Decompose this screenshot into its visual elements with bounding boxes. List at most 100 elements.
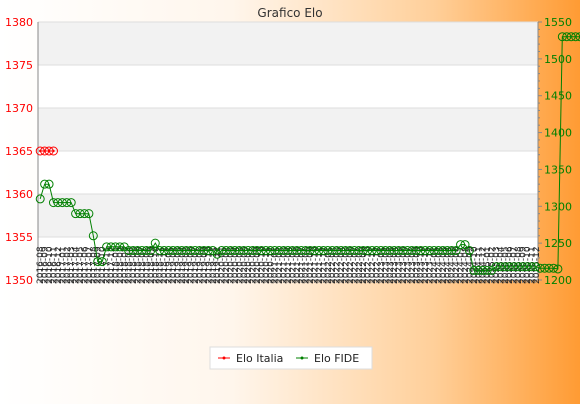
data-point [402,246,412,256]
x-axis-tick-label: 2018-01 [111,246,121,284]
x-axis-tick-label: 2017-07 [85,246,95,284]
data-point [332,246,342,256]
data-point [97,257,107,267]
legend-label[interactable]: Elo Italia [236,352,283,365]
x-axis-tick-label: 2022-06 [346,246,356,284]
x-axis-tick-label: 2019-11 [209,246,219,284]
data-point [407,246,417,256]
grid-band [38,108,538,151]
data-point [380,246,390,256]
x-axis-tick-label: 2022-08 [355,246,365,284]
x-axis-tick-label: 2023-11 [421,246,431,284]
x-axis-tick-label: 2017-08 [89,246,99,284]
data-point [420,246,430,256]
data-point [416,246,426,256]
x-axis-tick-label: 2021-07 [297,246,307,284]
left-axis-tick-label: 1360 [5,188,33,201]
x-axis-tick-label: 2023-01 [377,246,387,284]
x-axis-tick-label: 2022-10 [364,246,374,284]
x-axis-tick-label: 2023-02 [381,246,391,284]
x-axis-tick-label: 2024-08 [461,246,471,284]
data-point [548,263,558,273]
data-point [433,246,443,256]
data-point [71,209,81,219]
data-point [292,246,302,256]
right-axis-tick-label: 1300 [544,200,572,213]
x-axis-tick-label: 2020-11 [262,246,272,284]
data-point [155,246,165,256]
x-axis-tick-label: 2024-01 [430,246,440,284]
x-axis-tick-label: 2019-02 [169,246,179,284]
data-point [133,246,143,256]
x-axis-tick-label: 2018-04 [125,246,135,284]
data-point [456,240,466,250]
data-point [217,246,227,256]
data-point [429,246,439,256]
x-axis-tick-label: 2018-07 [138,246,148,284]
data-point [270,246,280,256]
data-point [93,257,103,267]
data-point [102,242,112,252]
data-point [385,246,395,256]
x-axis-tick-label: 2024-11 [474,246,484,284]
legend-label[interactable]: Elo FIDE [314,352,359,365]
x-axis-tick-label: 2019-09 [200,246,210,284]
data-point [522,262,532,272]
x-axis-tick-label: 2016-10 [45,246,55,284]
data-point [491,262,501,272]
x-axis-tick-label: 2019-10 [204,246,214,284]
x-axis-tick-label: 2018-03 [120,246,130,284]
data-point [460,240,470,250]
data-point [371,246,381,256]
data-point [137,246,147,256]
data-point [234,246,244,256]
series-elo-fide [35,32,580,275]
x-axis-tick-label: 2016-08 [36,246,46,284]
x-axis-tick-label: 2019-06 [187,246,197,284]
data-point [345,246,355,256]
data-point [336,246,346,256]
data-point [464,246,474,256]
data-point [557,32,567,42]
data-point [575,32,580,42]
data-point [256,246,266,256]
x-axis-tick-label: 2022-03 [333,246,343,284]
left-axis-tick-label: 1355 [5,231,33,244]
data-point [513,262,523,272]
data-point [88,231,98,241]
x-axis-tick-label: 2023-05 [395,246,405,284]
x-axis-tick-label: 2017-04 [72,246,82,284]
data-point [482,265,492,275]
data-point [566,32,576,42]
x-axis-tick-label: 2023-09 [412,246,422,284]
data-point [75,209,85,219]
data-point [172,246,182,256]
x-axis-tick-label: 2021-08 [302,246,312,284]
data-point [509,262,519,272]
x-axis-tick-label: 2022-05 [342,246,352,284]
x-axis-tick-label: 2021-06 [293,246,303,284]
x-axis-tick-label: 2018-10 [151,246,161,284]
legend-marker[interactable] [222,356,226,360]
data-point [221,246,231,256]
data-point [40,179,50,189]
data-point [48,146,58,156]
data-point [106,242,116,252]
x-axis-tick-label: 2023-03 [386,246,396,284]
grid-band [38,194,538,237]
x-axis-tick-label: 2020-01 [218,246,228,284]
data-point [394,246,404,256]
data-point [318,246,328,256]
data-point [367,246,377,256]
x-axis-tick-label: 2017-01 [58,246,68,284]
legend-marker[interactable] [300,356,304,360]
chart-title: Grafico Elo [257,6,322,20]
data-point [62,198,72,208]
data-point [79,209,89,219]
x-axis-tick-label: 2017-11 [103,246,113,284]
data-point [526,262,536,272]
x-axis-tick-label: 2023-10 [417,246,427,284]
data-point [110,242,120,252]
